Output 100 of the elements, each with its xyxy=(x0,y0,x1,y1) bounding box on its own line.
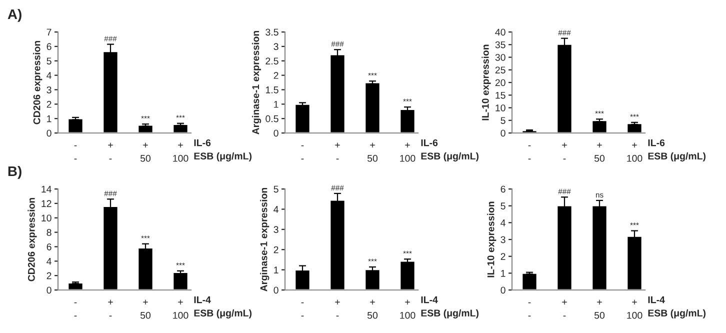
y-tick-label: 3 xyxy=(274,43,278,50)
x-tick-label: + 100 xyxy=(400,300,416,319)
y-tick-label: 4 xyxy=(274,206,278,213)
x-tick-label: + 100 xyxy=(627,142,642,162)
x-tick-label: + - xyxy=(108,142,113,160)
bar xyxy=(364,82,381,133)
y-tick-label: 1 xyxy=(274,100,278,108)
y-tick-label: 40 xyxy=(495,28,506,36)
y-tick-label: 10 xyxy=(496,104,506,112)
y-tick-label: 5 xyxy=(46,58,52,64)
x-tick-label: + 100 xyxy=(173,142,188,162)
y-tick-label: 35 xyxy=(495,41,506,48)
x-tick-label: + - xyxy=(562,300,567,316)
bar xyxy=(172,124,189,133)
bar xyxy=(294,103,311,133)
bar xyxy=(294,269,311,290)
category-label: - - xyxy=(301,302,304,316)
bar xyxy=(329,54,346,133)
bar xyxy=(591,204,608,290)
y-tick-label: 1 xyxy=(501,270,506,277)
x-tick-label: + 100 xyxy=(627,300,642,319)
category-label: - - xyxy=(74,145,77,160)
y-axis-title: IL-10 expression xyxy=(482,44,491,120)
y-tick-label: 14 xyxy=(42,186,52,193)
category-label: - - xyxy=(528,302,531,316)
y-tick-label: 3 xyxy=(46,86,52,94)
y-axis-title: Arginase-1 expression xyxy=(260,188,270,292)
bar xyxy=(137,247,154,290)
bar xyxy=(137,124,154,133)
chart-title: B) xyxy=(8,166,22,179)
y-tick-label: 2 xyxy=(274,246,278,254)
y-tick-label: 3 xyxy=(274,226,278,234)
x-axis-title: IL-6 ESB (μg/mL) xyxy=(194,139,252,162)
x-tick-label: + 50 xyxy=(367,300,378,319)
y-tick-label: 30 xyxy=(495,54,506,61)
y-tick-label: 6 xyxy=(46,43,52,50)
y-axis-title: IL-10 expression xyxy=(487,202,496,278)
y-tick-label: 7 xyxy=(46,28,52,36)
y-tick-label: 2 xyxy=(46,100,52,108)
y-tick-label: 20 xyxy=(495,79,506,86)
bar xyxy=(521,272,538,290)
x-axis-title: IL-4 ESB (μg/mL) xyxy=(194,296,252,318)
y-tick-label: 12 xyxy=(42,200,52,207)
x-tick-label: + 50 xyxy=(594,300,605,319)
y-tick-label: 5 xyxy=(500,117,506,124)
y-tick-label: 2.5 xyxy=(266,58,278,64)
y-tick-label: 0 xyxy=(500,130,506,137)
x-tick-label: + - xyxy=(335,142,340,160)
y-tick-label: 3 xyxy=(500,236,506,244)
y-tick-label: 2 xyxy=(274,72,278,79)
y-tick-label: 1.5 xyxy=(266,86,278,94)
x-axis-title: IL-4 ESB (μg/mL) xyxy=(648,296,706,318)
x-axis-title: IL-4 ESB (μg/mL) xyxy=(421,296,479,318)
y-tick-label: 0 xyxy=(46,286,52,294)
y-tick-label: 6 xyxy=(46,243,52,250)
x-tick-label: + - xyxy=(562,142,567,160)
x-tick-label: + 100 xyxy=(400,142,416,162)
x-tick-label: + 50 xyxy=(140,300,151,319)
y-tick-label: 0 xyxy=(46,130,52,137)
y-axis-title: CD206 expression xyxy=(33,40,42,124)
y-tick-label: 15 xyxy=(496,92,506,99)
y-axis-title: CD206 expression xyxy=(28,198,37,282)
bar xyxy=(626,122,643,133)
x-axis-title: IL-6 ESB (μg/mL) xyxy=(648,139,706,162)
y-tick-label: 4 xyxy=(46,72,52,79)
y-tick-label: 5 xyxy=(274,186,278,193)
chart-title: A) xyxy=(8,8,22,22)
bar xyxy=(172,272,189,290)
x-tick-label: + 50 xyxy=(594,142,605,162)
bar xyxy=(399,260,416,290)
y-tick-label: 0.5 xyxy=(266,115,278,122)
x-axis-title: IL-6 ESB (μg/mL) xyxy=(421,139,479,162)
y-tick-label: 1 xyxy=(47,115,52,122)
y-tick-label: 0 xyxy=(274,130,278,137)
category-label: - - xyxy=(528,145,531,160)
y-axis-title: Arginase-1 expression xyxy=(252,30,262,134)
bar xyxy=(626,235,643,290)
y-tick-label: 2 xyxy=(500,253,506,260)
bar xyxy=(364,268,381,290)
y-tick-label: 4 xyxy=(500,220,506,226)
y-tick-label: 8 xyxy=(46,229,52,236)
bar xyxy=(67,118,84,133)
y-tick-label: 0 xyxy=(500,286,506,294)
y-tick-label: 3.5 xyxy=(266,28,278,36)
y-tick-label: 5 xyxy=(500,202,506,210)
y-tick-label: 25 xyxy=(495,66,506,74)
x-tick-label: + - xyxy=(335,300,340,316)
bar xyxy=(399,108,416,133)
bar xyxy=(556,43,573,133)
y-tick-label: 6 xyxy=(500,186,506,193)
x-tick-label: + 50 xyxy=(140,142,151,162)
y-tick-label: 10 xyxy=(42,214,52,222)
category-label: - - xyxy=(301,145,304,160)
x-tick-label: + - xyxy=(108,300,113,316)
y-tick-label: 1 xyxy=(274,266,278,274)
category-label: - - xyxy=(74,302,77,316)
y-tick-label: 4 xyxy=(46,258,52,265)
bar xyxy=(591,120,608,133)
y-tick-label: 2 xyxy=(46,272,52,280)
y-tick-label: 0 xyxy=(274,286,278,294)
